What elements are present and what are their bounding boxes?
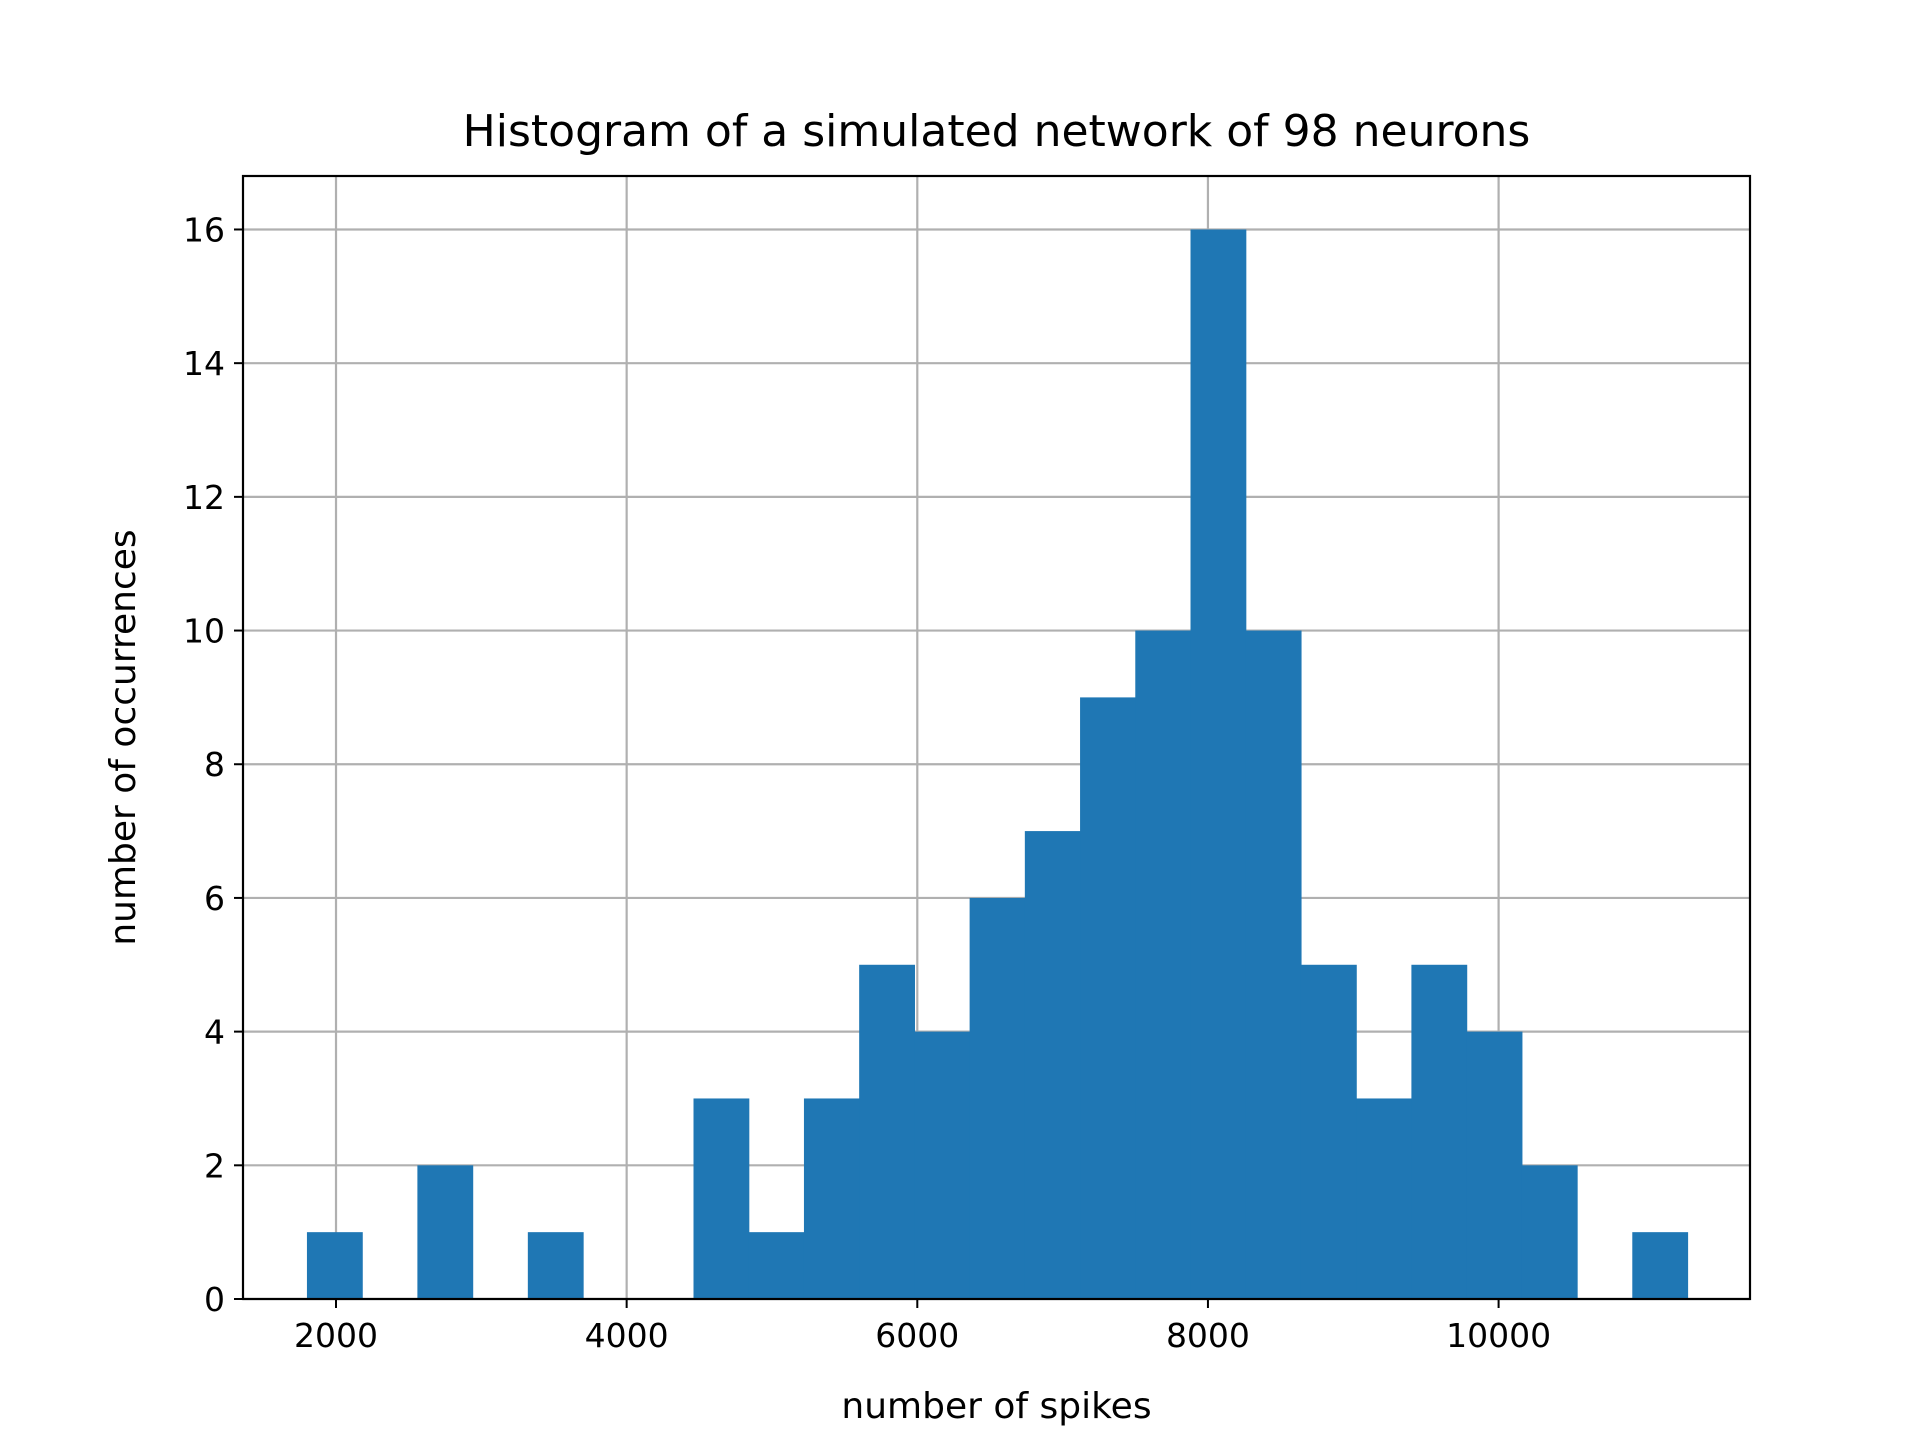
grid [243, 176, 1750, 1301]
histogram-bar [1411, 964, 1468, 1299]
x-tick-label: 10000 [1446, 1316, 1551, 1355]
histogram-bar [1080, 697, 1136, 1299]
histogram-bar [859, 964, 915, 1299]
y-axis-label: number of occurrences [103, 529, 144, 945]
histogram-bar [1300, 964, 1357, 1299]
y-tick-label: 10 [183, 612, 225, 651]
histogram-bar [1466, 1031, 1523, 1299]
histogram-bar [1024, 831, 1081, 1299]
x-tick-label: 2000 [294, 1316, 378, 1355]
histogram-bar [969, 897, 1026, 1299]
histogram-bar [1245, 630, 1302, 1299]
y-tick-label: 8 [204, 745, 225, 784]
x-tick-label: 8000 [1166, 1316, 1250, 1355]
histogram-bar [417, 1165, 474, 1299]
histogram-bar [1632, 1232, 1689, 1299]
y-tick-label: 14 [183, 344, 225, 383]
histogram-bar [1356, 1098, 1412, 1299]
y-tick-label: 12 [183, 478, 225, 517]
histogram-bar [748, 1232, 805, 1299]
y-tick-label: 0 [204, 1280, 225, 1319]
x-tick-label: 6000 [875, 1316, 959, 1355]
y-tick-label: 16 [183, 210, 225, 249]
histogram-bar [306, 1232, 363, 1299]
y-tick-label: 6 [204, 879, 225, 918]
plot-frame [241, 174, 1752, 1301]
histogram-bar [693, 1098, 750, 1299]
histogram-bar [1135, 630, 1192, 1299]
y-tick-label: 2 [204, 1146, 225, 1185]
y-tick-label: 4 [204, 1013, 225, 1052]
chart-title: Histogram of a simulated network of 98 n… [463, 106, 1531, 157]
histogram-bar [914, 1031, 971, 1299]
histogram-bar [1190, 229, 1247, 1299]
histogram-bar [1521, 1165, 1578, 1299]
x-axis-label: number of spikes [841, 1386, 1151, 1427]
histogram-bar [527, 1232, 584, 1299]
bars [306, 229, 1689, 1299]
histogram-bar [803, 1098, 860, 1299]
ticks: 2000 4000 6000 8000 10000 0 2 4 6 8 10 12 14 16 [183, 210, 1551, 1355]
x-tick-label: 4000 [585, 1316, 669, 1355]
